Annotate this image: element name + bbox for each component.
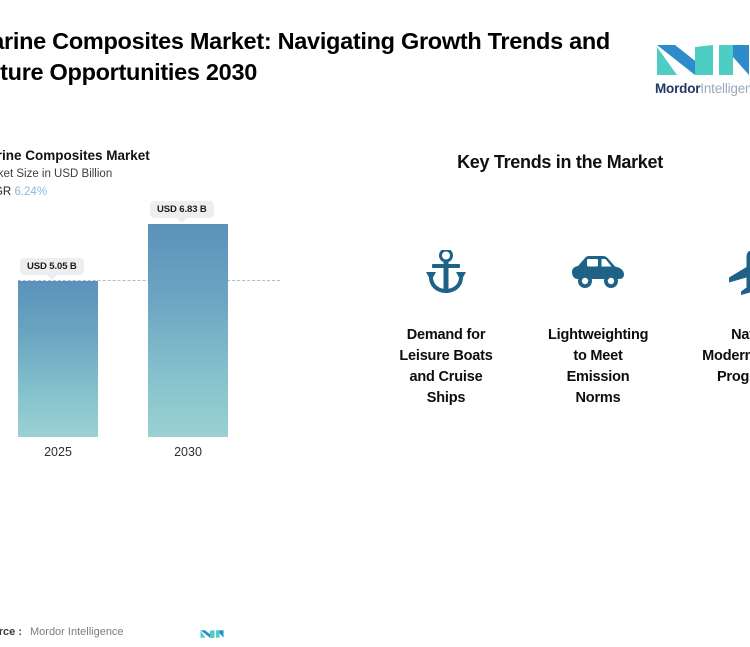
trend-card-lightweighting: Lightweighting to Meet Emission Norms bbox=[522, 245, 674, 409]
chart-cagr: CAGR 6.24% bbox=[0, 186, 47, 198]
bar-2025 bbox=[18, 281, 98, 437]
source-brand-mark bbox=[200, 630, 224, 638]
mordor-intelligence-mark bbox=[657, 45, 749, 75]
brand-word-secondary: Intelligence bbox=[700, 81, 750, 96]
page-title: Marine Composites Market: Navigating Gro… bbox=[0, 28, 610, 85]
chart-title: Marine Composites Market bbox=[0, 148, 150, 163]
source-label: Source : bbox=[0, 626, 23, 638]
brand-word-primary: Mordor bbox=[655, 81, 701, 96]
bar-chart-plot: USD 5.05 B USD 6.83 B 2025 2030 bbox=[0, 201, 300, 465]
airplane-icon bbox=[674, 245, 750, 301]
source-row: Source : Mordor Intelligence bbox=[0, 623, 278, 647]
chart-panel: Marine Composites Market Market Size in … bbox=[0, 140, 300, 638]
chart-subtitle: Market Size in USD Billion bbox=[0, 168, 113, 180]
trend-label: Demand for Leisure Boats and Cruise Ship… bbox=[399, 327, 493, 406]
source-value: Mordor Intelligence bbox=[30, 626, 124, 638]
x-axis-tick-2030: 2030 bbox=[174, 445, 202, 459]
anchor-icon bbox=[370, 245, 522, 301]
cagr-label: CAGR bbox=[0, 186, 12, 198]
page-header: Marine Composites Market: Navigating Gro… bbox=[0, 0, 750, 120]
key-trends-panel: Key Trends in the Market Demand for Leis… bbox=[370, 140, 750, 480]
trend-card-naval-modernization: Naval Modernization Programs bbox=[674, 245, 750, 409]
bar-2030 bbox=[148, 224, 228, 437]
trend-label: Lightweighting to Meet Emission Norms bbox=[548, 327, 649, 406]
trend-card-list: Demand for Leisure Boats and Cruise Ship… bbox=[370, 245, 750, 409]
car-icon bbox=[522, 245, 674, 301]
key-trends-heading: Key Trends in the Market bbox=[457, 152, 663, 172]
bar-value-label-2025: USD 5.05 B bbox=[20, 258, 84, 280]
trend-label: Naval Modernization Programs bbox=[702, 327, 750, 385]
trend-card-leisure-boats: Demand for Leisure Boats and Cruise Ship… bbox=[370, 245, 522, 409]
cagr-value: 6.24% bbox=[14, 186, 48, 198]
bar-value-label-2030: USD 6.83 B bbox=[150, 201, 214, 223]
x-axis-tick-2025: 2025 bbox=[44, 445, 72, 459]
